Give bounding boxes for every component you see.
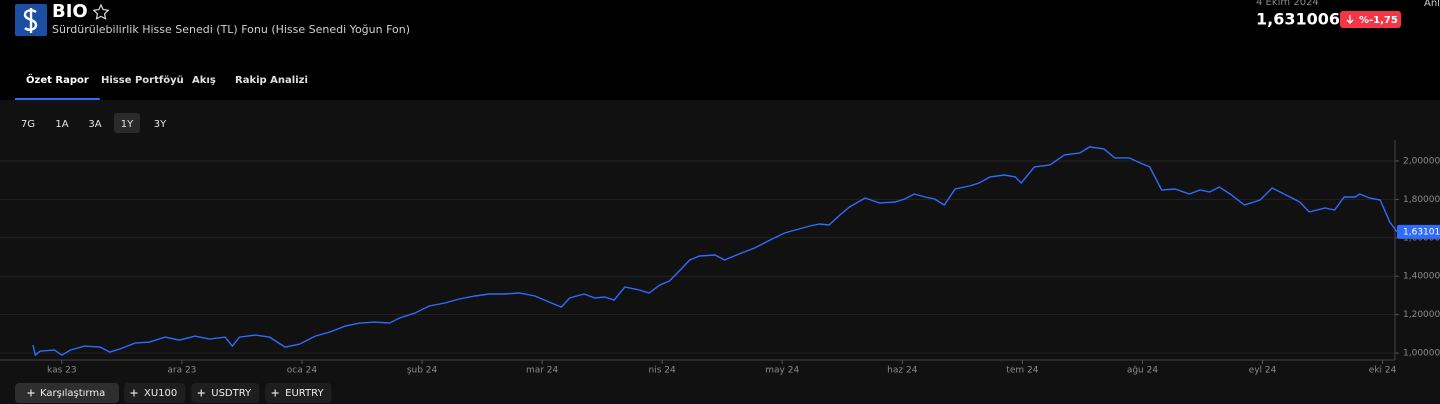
fund-name: Sürdürülebilirlik Hisse Senedi (TL) Fonu… — [52, 23, 410, 36]
range-button[interactable]: 1A — [55, 119, 68, 130]
range-button[interactable]: 7G — [21, 119, 35, 130]
symbol-label: USDTRY — [211, 388, 252, 399]
y-tick-label: 2,00000 — [1403, 156, 1440, 166]
range-active-bg — [114, 113, 140, 133]
compare-button[interactable] — [15, 383, 119, 403]
x-tick-label: mar 24 — [526, 366, 559, 376]
y-tick-label: 1,00000 — [1403, 349, 1440, 359]
range-button[interactable]: 3A — [88, 119, 101, 130]
price-date: 4 Ekim 2024 — [1256, 0, 1319, 8]
tab[interactable]: Rakip Analizi — [235, 75, 308, 86]
symbol: BIO — [52, 1, 88, 22]
x-tick-label: eki 24 — [1369, 366, 1397, 376]
x-tick-label: oca 24 — [287, 366, 318, 376]
tabs: Özet Rapor Hisse Portföyü Akış Rakip Analiz… — [15, 72, 308, 100]
range-buttons: 7G 1A 3A 1Y 3Y — [21, 113, 167, 133]
plus-icon — [130, 389, 138, 397]
y-tick-label: 1,40000 — [1403, 272, 1440, 282]
symbol-label: XU100 — [144, 388, 177, 399]
price-line — [32, 146, 1398, 357]
x-tick-label: şub 24 — [407, 366, 438, 376]
tab[interactable]: Akış — [192, 75, 216, 86]
tab[interactable]: Hisse Portföyü — [101, 75, 184, 86]
compare-bar: Karşılaştırma XU100 USDTRY EURTRY — [15, 383, 332, 403]
compare-label: Karşılaştırma — [40, 388, 105, 399]
plus-icon — [197, 389, 205, 397]
range-button[interactable]: 3Y — [154, 119, 167, 130]
symbol-chip[interactable] — [191, 383, 260, 403]
symbol-chip[interactable] — [265, 383, 332, 403]
x-tick-label: tem 24 — [1006, 366, 1038, 376]
x-tick-label: haz 24 — [887, 366, 918, 376]
tab[interactable]: Özet Rapor — [26, 72, 89, 86]
cut-label: Anl — [1424, 0, 1440, 9]
range-button[interactable]: 1Y — [121, 119, 134, 130]
x-tick-label: eyl 24 — [1249, 366, 1277, 376]
x-tick-label: kas 23 — [47, 366, 77, 376]
current-marker — [1397, 224, 1440, 239]
x-tick-label: ara 23 — [167, 366, 196, 376]
change: %-1,75 — [1359, 15, 1398, 26]
y-tick-label: 1,80000 — [1403, 195, 1440, 205]
plot: 1,000001,200001,400001,600001,800002,000… — [0, 140, 1440, 376]
price: 1,631006 — [1256, 10, 1340, 29]
x-tick-label: nis 24 — [649, 366, 676, 376]
symbol-chip[interactable] — [124, 383, 186, 403]
change-badge — [1340, 11, 1401, 28]
logo-glyph — [23, 8, 38, 33]
favorite-star[interactable] — [92, 3, 110, 20]
y-tick-label: 1,20000 — [1403, 310, 1440, 320]
tab-underline — [15, 98, 100, 100]
chart-bg — [0, 100, 1440, 404]
header-bg — [0, 0, 1440, 100]
x-tick-label: may 24 — [765, 366, 799, 376]
x-tick-label: ağu 24 — [1127, 366, 1159, 376]
current-label: 1,63101 — [1403, 227, 1440, 237]
plus-icon — [271, 389, 279, 397]
symbol-label: EURTRY — [285, 388, 324, 399]
down-arrow — [1346, 15, 1354, 24]
plus-icon — [27, 389, 35, 397]
